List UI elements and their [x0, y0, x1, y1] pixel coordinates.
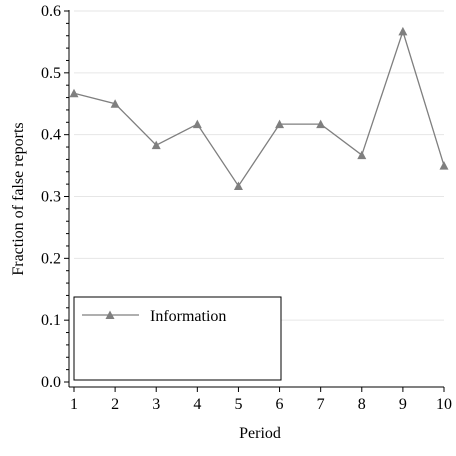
- legend: Information: [73, 296, 282, 381]
- tick-marks: [64, 10, 445, 392]
- tick-labels: 0.0 0.1 0.2 0.3 0.4 0.5 0.6 1 2 3 4 5 6 7 8 9 10: [41, 3, 452, 413]
- x-axis-title: Period: [239, 425, 281, 442]
- data-point-period-6: [275, 119, 285, 129]
- data-point-period-2: [110, 99, 120, 108]
- data-point-period-5: [233, 181, 243, 190]
- legend-label-information: Information: [150, 308, 226, 325]
- data-point-period-3: [151, 140, 161, 150]
- x-tick-label: 10: [436, 396, 452, 413]
- x-tick-label: 4: [193, 396, 201, 413]
- y-tick-label: 0.0: [41, 374, 61, 391]
- y-axis-title: Fraction of false reports: [10, 122, 27, 275]
- data-point-period-8: [357, 150, 367, 160]
- y-tick-label: 0.2: [41, 250, 61, 267]
- y-tick-label: 0.4: [41, 127, 61, 144]
- x-tick-label: 9: [399, 396, 407, 413]
- data-point-period-1: [69, 88, 79, 98]
- data-point-period-4: [192, 119, 202, 129]
- x-tick-label: 3: [152, 396, 160, 413]
- x-tick-label: 8: [358, 396, 366, 413]
- data-point-period-7: [316, 119, 326, 129]
- y-tick-label: 0.1: [41, 312, 61, 329]
- grid-lines: [74, 10, 444, 321]
- x-tick-label: 7: [317, 396, 325, 413]
- x-tick-label: 2: [111, 396, 119, 413]
- series-line-information: [73, 29, 445, 188]
- data-point-period-9: [398, 26, 408, 36]
- y-tick-label: 0.6: [41, 3, 61, 20]
- x-tick-label: 6: [276, 396, 284, 413]
- x-tick-label: 1: [70, 396, 78, 413]
- legend-box: [73, 296, 282, 381]
- data-point-period-10: [439, 161, 449, 170]
- y-tick-label: 0.3: [41, 189, 61, 206]
- legend-marker-triangle-icon: [105, 310, 115, 319]
- x-tick-label: 5: [234, 396, 242, 413]
- y-tick-label: 0.5: [41, 65, 61, 82]
- series-information: [69, 26, 449, 190]
